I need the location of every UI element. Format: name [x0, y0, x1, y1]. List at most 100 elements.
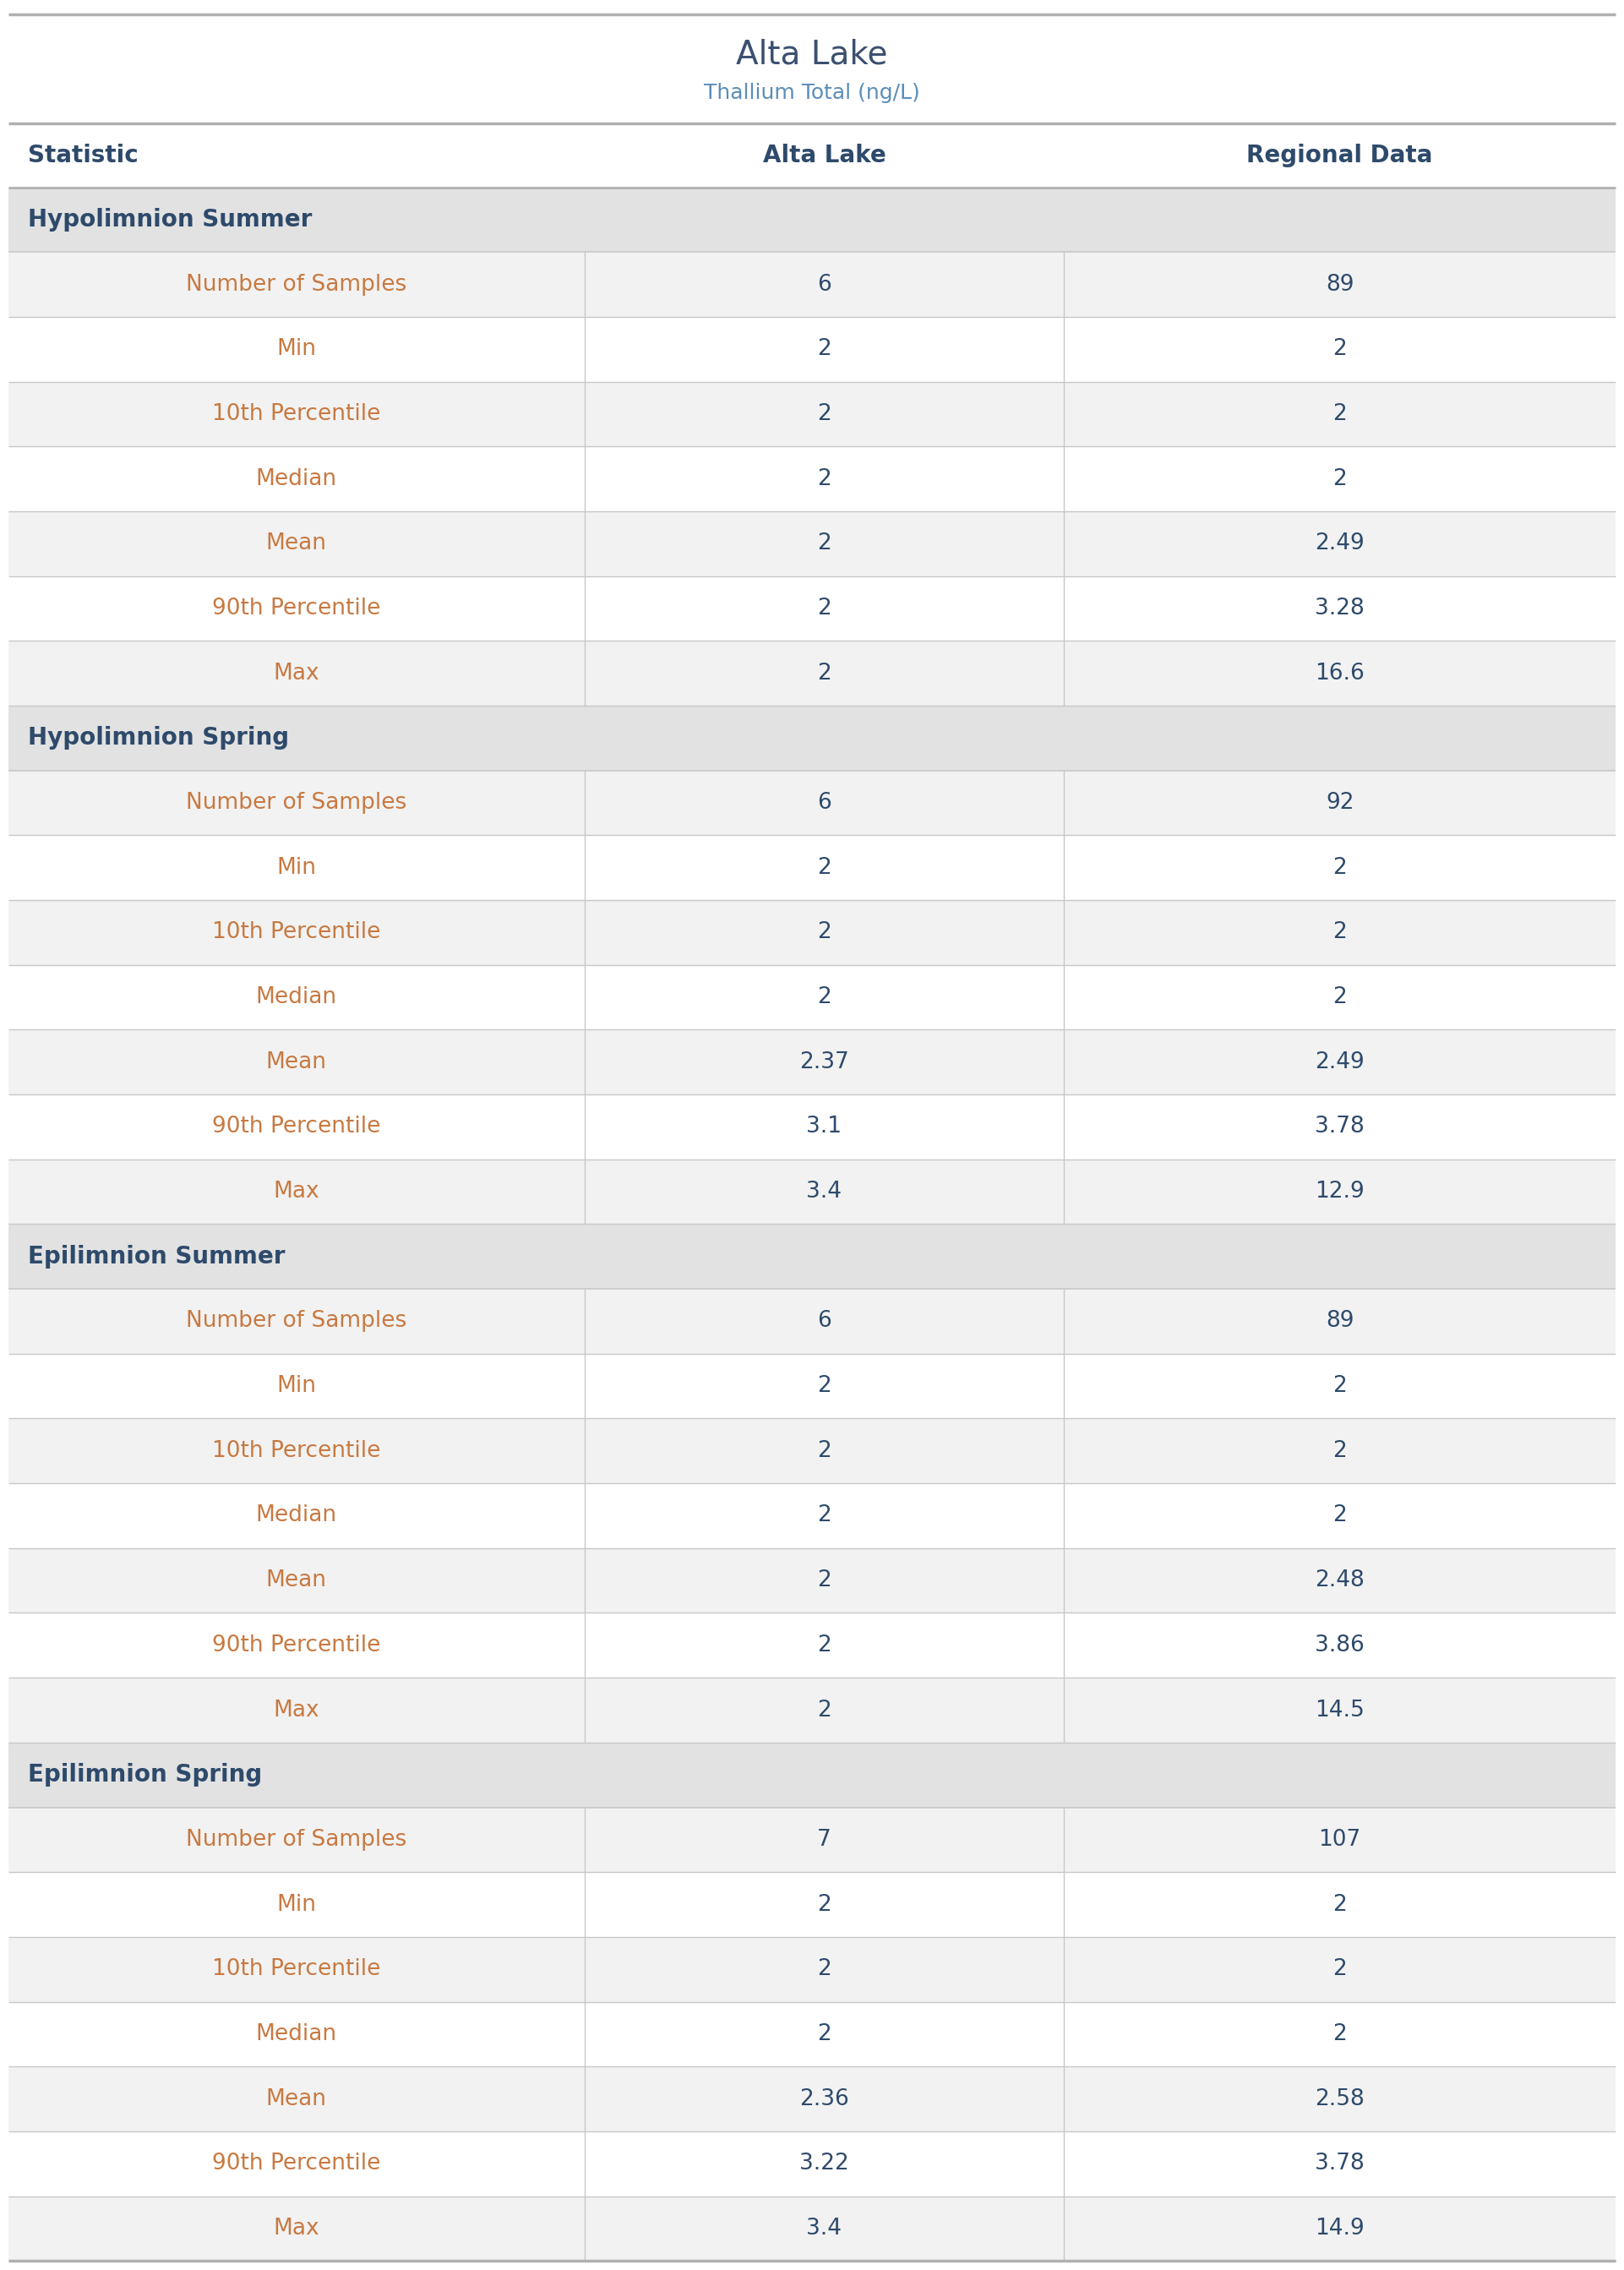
Text: 16.6: 16.6	[1315, 663, 1364, 683]
Bar	[8, 901, 1616, 965]
Text: 2: 2	[817, 468, 831, 490]
Text: Mean: Mean	[266, 1051, 326, 1074]
Text: Epilimnion Summer: Epilimnion Summer	[28, 1244, 284, 1269]
Text: Thallium Total (ng/L): Thallium Total (ng/L)	[703, 84, 921, 102]
Text: Min: Min	[276, 338, 317, 361]
Text: 3.86: 3.86	[1315, 1634, 1364, 1657]
Text: 2.37: 2.37	[799, 1051, 849, 1074]
Text: Mean: Mean	[266, 2088, 326, 2109]
Bar	[8, 1353, 1616, 1419]
Text: Mean: Mean	[266, 533, 326, 554]
Text: 2: 2	[817, 338, 831, 361]
Text: 90th Percentile: 90th Percentile	[213, 2152, 380, 2175]
Bar	[8, 381, 1616, 447]
Text: Median: Median	[255, 2023, 338, 2045]
Text: 2: 2	[817, 597, 831, 620]
Bar	[8, 1614, 1616, 1678]
Text: 6: 6	[817, 792, 831, 815]
Text: Regional Data: Regional Data	[1247, 143, 1432, 168]
Text: 2.48: 2.48	[1315, 1569, 1364, 1591]
Text: Statistic: Statistic	[28, 143, 138, 168]
Text: 3.22: 3.22	[799, 2152, 849, 2175]
Text: Number of Samples: Number of Samples	[187, 792, 406, 815]
Text: 3.78: 3.78	[1315, 1117, 1364, 1137]
Text: 2: 2	[1333, 2023, 1346, 2045]
Text: 2: 2	[817, 1376, 831, 1396]
Text: 2: 2	[1333, 1505, 1346, 1528]
Text: 12.9: 12.9	[1315, 1180, 1364, 1203]
Bar	[8, 447, 1616, 511]
Text: 90th Percentile: 90th Percentile	[213, 1117, 380, 1137]
Text: 2: 2	[817, 1634, 831, 1657]
Text: 3.78: 3.78	[1315, 2152, 1364, 2175]
Text: 89: 89	[1325, 272, 1354, 295]
Text: Max: Max	[273, 1180, 320, 1203]
Text: 6: 6	[817, 272, 831, 295]
Text: 10th Percentile: 10th Percentile	[213, 1439, 380, 1462]
Bar	[8, 835, 1616, 901]
Text: 89: 89	[1325, 1310, 1354, 1332]
Text: 2.49: 2.49	[1315, 1051, 1364, 1074]
Text: Alta Lake: Alta Lake	[763, 143, 885, 168]
Text: Min: Min	[276, 1376, 317, 1396]
Text: 7: 7	[817, 1830, 831, 1850]
Text: 3.4: 3.4	[807, 2218, 841, 2240]
Text: Median: Median	[255, 985, 338, 1008]
Text: 2: 2	[817, 2023, 831, 2045]
Bar	[8, 125, 1616, 188]
Text: 90th Percentile: 90th Percentile	[213, 597, 380, 620]
Text: 2: 2	[1333, 856, 1346, 878]
Text: 92: 92	[1325, 792, 1354, 815]
Bar	[8, 1936, 1616, 2002]
Text: Min: Min	[276, 1893, 317, 1916]
Text: Alta Lake: Alta Lake	[736, 39, 888, 70]
Bar	[8, 252, 1616, 318]
Bar	[8, 511, 1616, 577]
Text: Number of Samples: Number of Samples	[187, 272, 406, 295]
Text: 2: 2	[1333, 338, 1346, 361]
Text: 2: 2	[1333, 1893, 1346, 1916]
Text: 3.4: 3.4	[807, 1180, 841, 1203]
Bar	[8, 1743, 1616, 1807]
Bar	[8, 2195, 1616, 2261]
Text: Min: Min	[276, 856, 317, 878]
Text: Max: Max	[273, 663, 320, 683]
Text: Mean: Mean	[266, 1569, 326, 1591]
Text: 2: 2	[817, 533, 831, 554]
Bar	[8, 1160, 1616, 1224]
Text: 2: 2	[817, 1505, 831, 1528]
Text: 90th Percentile: 90th Percentile	[213, 1634, 380, 1657]
Text: Hypolimnion Summer: Hypolimnion Summer	[28, 209, 312, 232]
Text: 2: 2	[817, 1569, 831, 1591]
Text: Max: Max	[273, 2218, 320, 2240]
Bar	[8, 1031, 1616, 1094]
Text: Epilimnion Spring: Epilimnion Spring	[28, 1764, 261, 1786]
Text: 2: 2	[817, 985, 831, 1008]
Bar	[8, 1094, 1616, 1160]
Text: 10th Percentile: 10th Percentile	[213, 1959, 380, 1979]
Bar	[8, 1482, 1616, 1548]
Text: 10th Percentile: 10th Percentile	[213, 922, 380, 944]
Text: 2: 2	[1333, 1376, 1346, 1396]
Text: 107: 107	[1319, 1830, 1361, 1850]
Text: 2: 2	[1333, 985, 1346, 1008]
Bar	[8, 2132, 1616, 2195]
Bar	[8, 2002, 1616, 2066]
Text: Number of Samples: Number of Samples	[187, 1310, 406, 1332]
Text: 3.28: 3.28	[1315, 597, 1364, 620]
Text: 14.9: 14.9	[1315, 2218, 1364, 2240]
Bar	[8, 1548, 1616, 1614]
Bar	[8, 1224, 1616, 1289]
Text: 2: 2	[817, 856, 831, 878]
Text: 2: 2	[817, 1959, 831, 1979]
Text: 2: 2	[817, 922, 831, 944]
Text: Max: Max	[273, 1700, 320, 1721]
Bar	[8, 1873, 1616, 1936]
Text: 2: 2	[1333, 404, 1346, 424]
Text: 2: 2	[1333, 1959, 1346, 1979]
Text: 10th Percentile: 10th Percentile	[213, 404, 380, 424]
Bar	[8, 318, 1616, 381]
Bar	[8, 706, 1616, 770]
Text: Hypolimnion Spring: Hypolimnion Spring	[28, 726, 289, 749]
Text: 2: 2	[817, 1700, 831, 1721]
